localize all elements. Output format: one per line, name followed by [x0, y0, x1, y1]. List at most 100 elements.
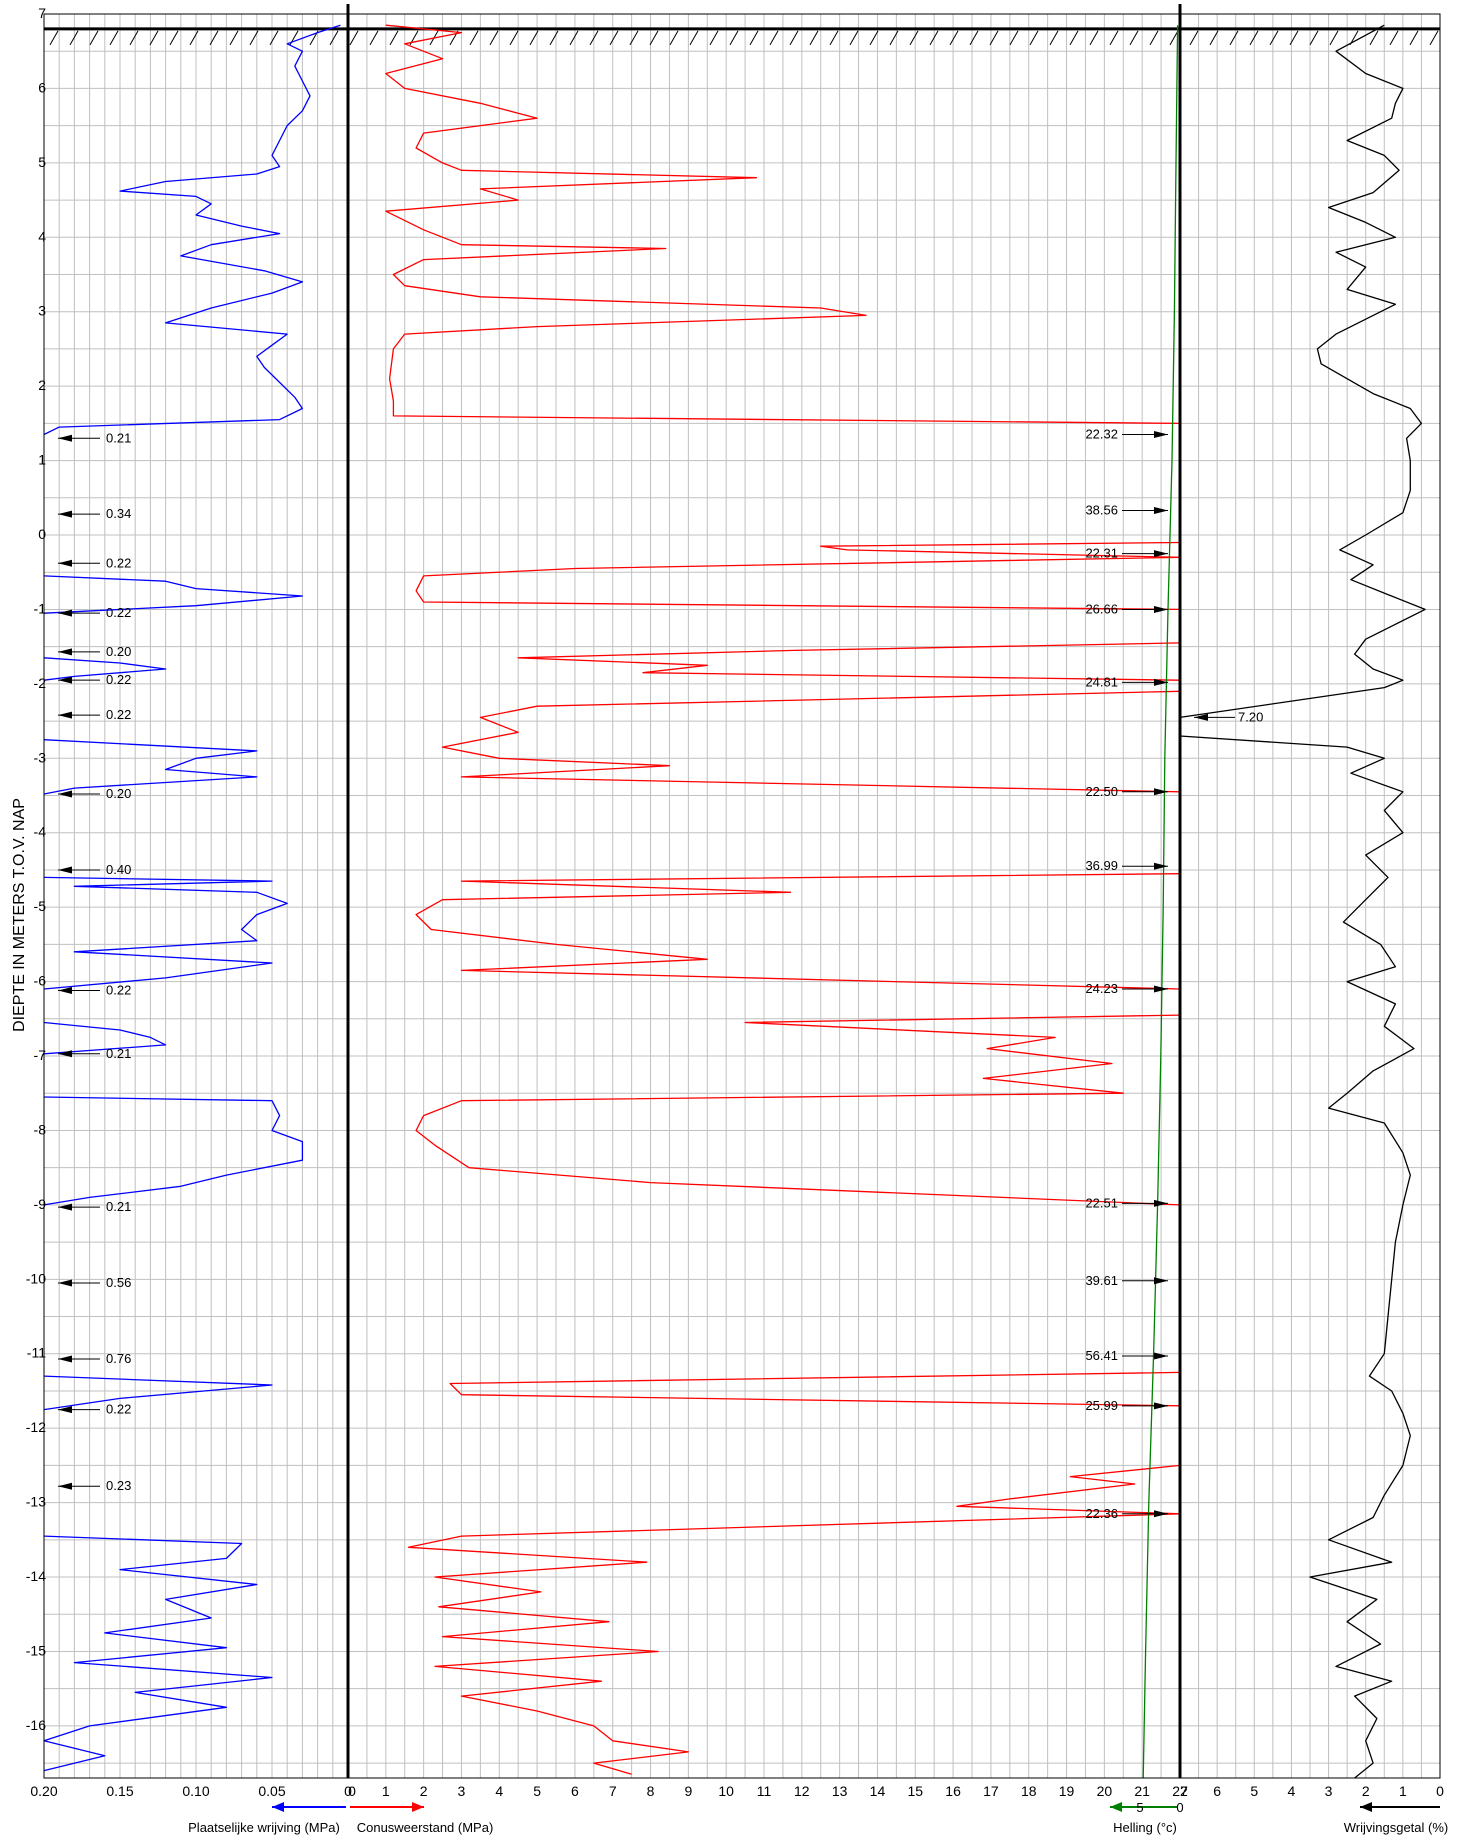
depth-tick-label: -5 — [34, 898, 47, 914]
ratio-tick-label: 5 — [1250, 1783, 1258, 1799]
inclination-legend: Helling (°c) — [1113, 1820, 1177, 1835]
depth-tick-label: -2 — [34, 675, 47, 691]
surface-hatch — [1149, 30, 1159, 46]
surface-hatch — [129, 30, 139, 46]
friction-overflow-arrow-head — [58, 434, 72, 442]
surface-hatch — [49, 30, 59, 46]
inclination-axis-label: Helling (°c) — [1113, 1820, 1177, 1835]
surface-hatch — [829, 30, 839, 46]
friction-overflow-label: 0.22 — [106, 707, 131, 722]
friction-overflow-label: 0.22 — [106, 1402, 131, 1417]
inclination-direction-arrow-head — [1110, 1802, 1122, 1812]
resistance-tick-label: 11 — [757, 1783, 772, 1799]
series-layer — [43, 24, 1426, 1779]
ratio-tick-label: 6 — [1213, 1783, 1221, 1799]
surface-hatch — [1249, 30, 1259, 46]
friction-overflow-label: 0.22 — [106, 555, 131, 570]
ratio-legend: Wrijvingsgetal (%) — [1344, 1820, 1449, 1835]
surface-hatch — [1389, 30, 1399, 46]
surface-hatch — [569, 30, 579, 46]
surface-hatch — [189, 30, 199, 46]
friction-overflow-arrow-head — [58, 1355, 72, 1363]
resistance-overflow-label: 36.99 — [1085, 858, 1118, 873]
resistance-tick-label: 8 — [647, 1783, 655, 1799]
surface-hatch — [1049, 30, 1059, 46]
surface-hatch — [989, 30, 999, 46]
depth-tick-label: -3 — [34, 749, 47, 765]
friction-overflow-label: 0.56 — [106, 1275, 131, 1290]
friction-line — [43, 1021, 167, 1055]
resistance-overflow-label: 56.41 — [1085, 1348, 1118, 1363]
surface-hatch — [949, 30, 959, 46]
resistance-tick-label: 13 — [832, 1783, 848, 1799]
depth-tick-label: -1 — [34, 600, 47, 616]
resistance-overflow-label: 22.51 — [1085, 1195, 1118, 1210]
resistance-overflow-label: 24.23 — [1085, 981, 1118, 996]
friction-overflow-label: 0.21 — [106, 1199, 131, 1214]
friction-tick-label: 0 — [344, 1783, 352, 1799]
resistance-tick-label: 20 — [1097, 1783, 1113, 1799]
resistance-tick-label: 12 — [794, 1783, 810, 1799]
y-axis-label: DIEPTE IN METERS T.O.V. NAP — [11, 798, 28, 1032]
resistance-direction-arrow-head — [412, 1802, 424, 1812]
depth-tick-label: -15 — [26, 1642, 46, 1658]
resistance-line — [449, 1371, 1181, 1407]
friction-overflow-arrow-head — [58, 1482, 72, 1490]
friction-overflow-arrow-head — [58, 1050, 72, 1058]
axes-layer — [43, 4, 1441, 1812]
resistance-overflow-arrow-head — [1154, 788, 1168, 796]
surface-hatch — [349, 30, 359, 46]
friction-overflow-arrow-head — [58, 559, 72, 567]
surface-hatch — [969, 30, 979, 46]
ratio-overflow-arrow-head — [1194, 713, 1208, 721]
surface-hatch — [669, 30, 679, 46]
surface-hatch — [529, 30, 539, 46]
surface-hatch — [489, 30, 499, 46]
resistance-line — [385, 24, 1181, 425]
resistance-overflow-arrow-head — [1154, 1352, 1168, 1360]
surface-hatch — [1329, 30, 1339, 46]
surface-hatch — [1369, 30, 1379, 46]
surface-hatch — [1189, 30, 1199, 46]
depth-tick-label: 4 — [38, 228, 46, 244]
resistance-overflow-label: 22.50 — [1085, 784, 1118, 799]
friction-direction-arrow — [272, 1802, 346, 1812]
ratio-tick-label: 0 — [1436, 1783, 1444, 1799]
resistance-tick-label: 19 — [1059, 1783, 1075, 1799]
friction-line — [43, 24, 341, 436]
resistance-tick-label: 2 — [420, 1783, 428, 1799]
ratio-tick-label: 7 — [1180, 1783, 1188, 1799]
friction-overflow-label: 0.40 — [106, 862, 131, 877]
surface-hatch — [229, 30, 239, 46]
friction-overflow-label: 0.22 — [106, 605, 131, 620]
resistance-legend: Conusweerstand (MPa) — [357, 1820, 494, 1835]
inclination-direction-arrow — [1110, 1802, 1178, 1812]
resistance-tick-label: 16 — [945, 1783, 961, 1799]
surface-hatch — [1129, 30, 1139, 46]
surface-hatch — [1409, 30, 1419, 46]
resistance-line — [415, 1014, 1181, 1206]
friction-overflow-label: 0.22 — [106, 672, 131, 687]
resistance-overflow-label: 38.56 — [1085, 502, 1118, 517]
surface-hatch — [1229, 30, 1239, 46]
friction-line — [43, 1375, 273, 1411]
surface-hatch — [369, 30, 379, 46]
friction-overflow-arrow-head — [58, 676, 72, 684]
resistance-tick-label: 5 — [533, 1783, 541, 1799]
surface-hatch — [809, 30, 819, 46]
surface-hatch — [169, 30, 179, 46]
resistance-overflow-arrow-head — [1154, 862, 1168, 870]
depth-tick-label: -8 — [34, 1121, 47, 1137]
ratio-tick-label: 1 — [1399, 1783, 1407, 1799]
resistance-tick-label: 21 — [1134, 1783, 1150, 1799]
resistance-tick-label: 1 — [382, 1783, 390, 1799]
friction-overflow-label: 0.23 — [106, 1478, 131, 1493]
surface-hatch — [749, 30, 759, 46]
friction-tick-label: 0.20 — [30, 1783, 57, 1799]
surface-hatch — [789, 30, 799, 46]
resistance-axis-label: Conusweerstand (MPa) — [357, 1820, 494, 1835]
depth-tick-label: -12 — [26, 1419, 46, 1435]
surface-hatch — [709, 30, 719, 46]
resistance-direction-arrow — [350, 1802, 424, 1812]
surface-hatch — [69, 30, 79, 46]
